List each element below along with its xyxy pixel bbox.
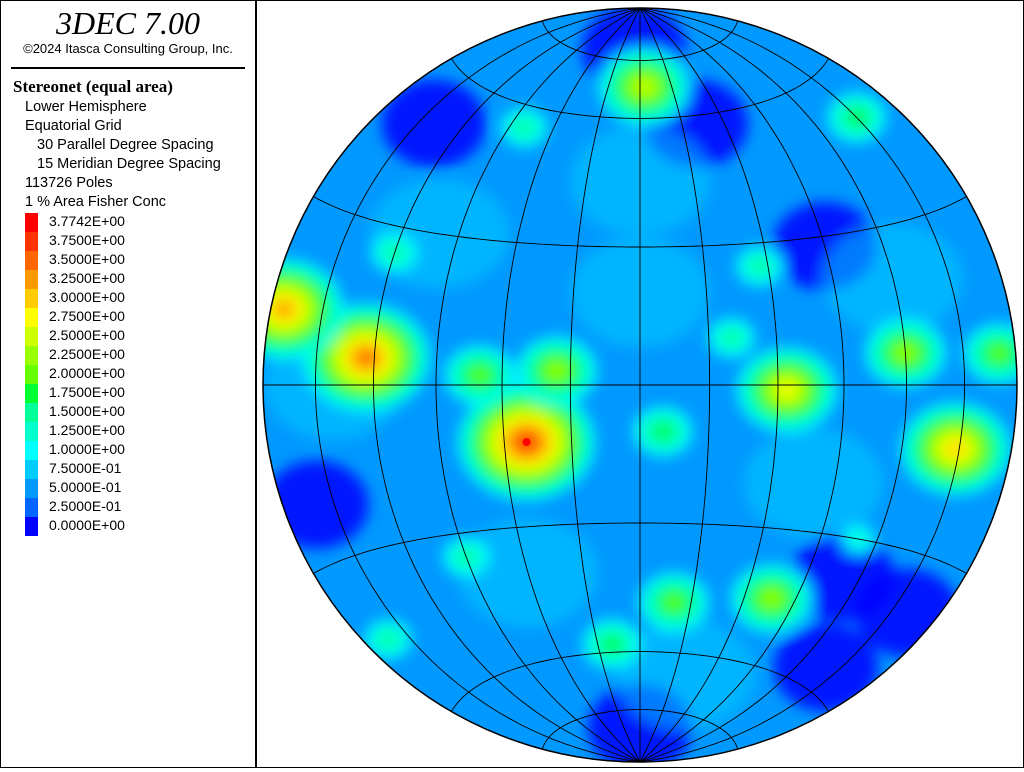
- contour-ring: [516, 120, 533, 135]
- color-scale-bar: [25, 213, 38, 536]
- scale-label: 3.5000E+00: [49, 251, 125, 267]
- hotspot: [900, 402, 1011, 496]
- contour-ring: [751, 259, 768, 274]
- contour-ring: [990, 346, 1007, 361]
- contour-ring: [603, 637, 620, 651]
- hotspot: [516, 336, 597, 406]
- scale-label: 5.0000E-01: [49, 479, 122, 495]
- legend-pole-count: 113726 Poles: [25, 175, 113, 191]
- scale-label: 2.5000E+00: [49, 327, 125, 343]
- hotspot: [364, 619, 412, 660]
- contour-ring: [666, 595, 683, 610]
- scale-label: 1.2500E+00: [49, 422, 125, 438]
- density-field: [263, 8, 1017, 762]
- scale-swatch: [25, 232, 38, 251]
- medium-density-area: [743, 428, 884, 539]
- hotspot: [731, 564, 812, 633]
- scale-label: 3.0000E+00: [49, 289, 125, 305]
- low-density-area: [855, 568, 960, 657]
- hotspot: [639, 572, 710, 633]
- scale-label: 2.5000E-01: [49, 498, 122, 514]
- scale-swatch: [25, 213, 38, 232]
- plot-area: [257, 1, 1022, 767]
- scale-swatch: [25, 365, 38, 384]
- legend-parallel-spacing: 30 Parallel Degree Spacing: [37, 137, 214, 153]
- legend-concentration-method: 1 % Area Fisher Conc: [25, 194, 167, 210]
- scale-label: 2.0000E+00: [49, 365, 125, 381]
- contour-ring: [358, 351, 375, 365]
- low-density-area: [381, 79, 486, 168]
- stereonet-plot: [262, 7, 1018, 763]
- scale-swatch: [25, 422, 38, 441]
- contour-ring: [276, 302, 293, 316]
- scale-swatch: [25, 270, 38, 289]
- low-density-area: [264, 460, 369, 549]
- contour-ring: [380, 632, 397, 647]
- hotspot: [500, 107, 548, 148]
- contour-ring: [723, 331, 740, 345]
- scale-swatch: [25, 517, 38, 536]
- scale-swatch: [25, 384, 38, 403]
- contour-ring: [636, 80, 653, 94]
- legend-meridian-spacing: 15 Meridian Degree Spacing: [37, 156, 221, 172]
- scale-swatch: [25, 308, 38, 327]
- low-density-area: [773, 623, 878, 712]
- stereonet-outline: [262, 7, 1018, 763]
- scale-label: 1.7500E+00: [49, 384, 125, 400]
- scale-label: 3.7500E+00: [49, 232, 125, 248]
- hotspot: [708, 317, 755, 358]
- parallel-line: [451, 58, 829, 119]
- legend-panel: 3DEC 7.00 ©2024 Itasca Consulting Group,…: [1, 1, 257, 767]
- scale-swatch: [25, 479, 38, 498]
- scale-label: 3.2500E+00: [49, 270, 125, 286]
- hotspot: [599, 48, 690, 126]
- title-divider: [11, 67, 245, 69]
- scale-swatch: [25, 327, 38, 346]
- scale-label: 1.5000E+00: [49, 403, 125, 419]
- copyright-notice: ©2024 Itasca Consulting Group, Inc.: [23, 41, 233, 56]
- hotspot: [736, 347, 837, 433]
- scale-label: 0.0000E+00: [49, 517, 125, 533]
- scale-swatch: [25, 403, 38, 422]
- scale-swatch: [25, 251, 38, 270]
- hotspot: [633, 406, 693, 457]
- contour-ring: [763, 591, 780, 606]
- scale-label: 2.2500E+00: [49, 346, 125, 362]
- contour-ring: [471, 368, 488, 383]
- legend-grid-type: Equatorial Grid: [25, 118, 122, 134]
- scale-swatch: [25, 346, 38, 365]
- contour-ring: [778, 383, 795, 397]
- plot-title: Stereonet (equal area): [13, 77, 173, 96]
- app-title: 3DEC 7.00: [56, 5, 200, 41]
- parallel-line: [451, 651, 829, 712]
- parallel-line: [541, 709, 739, 750]
- scale-swatch: [25, 498, 38, 517]
- scale-label: 2.7500E+00: [49, 308, 125, 324]
- hotspot: [444, 345, 515, 405]
- medium-density-area: [616, 619, 757, 730]
- scale-swatch: [25, 460, 38, 479]
- density-contours: [263, 8, 1017, 762]
- scale-label: 1.0000E+00: [49, 441, 125, 457]
- contour-ring: [947, 442, 964, 456]
- peak-marker: [522, 438, 531, 447]
- stereonet-grid: [263, 8, 1017, 762]
- scale-swatch: [25, 289, 38, 308]
- parallel-line: [541, 20, 739, 61]
- scale-label: 3.7742E+00: [49, 213, 125, 229]
- legend-hemisphere: Lower Hemisphere: [25, 99, 147, 115]
- parallel-line: [313, 522, 967, 574]
- hotspot: [736, 246, 783, 287]
- contour-ring: [654, 424, 671, 439]
- hotspot: [582, 619, 642, 670]
- scale-swatch: [25, 441, 38, 460]
- contour-ring: [548, 364, 565, 378]
- parallel-line: [313, 196, 967, 248]
- scale-label: 7.5000E-01: [49, 460, 122, 476]
